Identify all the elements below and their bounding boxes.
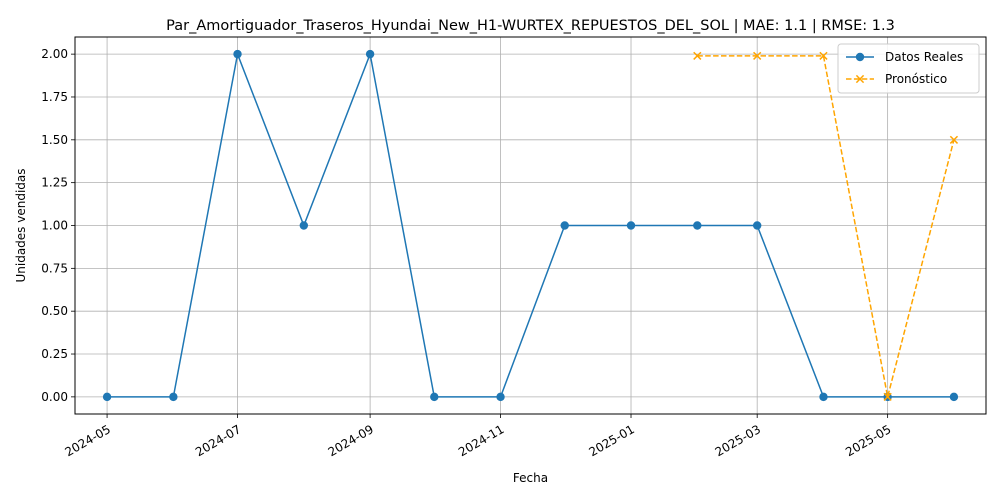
y-axis-ticks: 0.00 0.25 0.50 0.75 1.00 1.25 1.50 1.75 2.00 xyxy=(41,47,75,404)
y-tick-label: 2.00 xyxy=(41,47,68,61)
y-tick-label: 1.75 xyxy=(41,90,68,104)
chart-title: Par_Amortiguador_Traseros_Hyundai_New_H1… xyxy=(166,18,895,34)
y-tick-label: 0.00 xyxy=(41,390,68,404)
x-tick-label: 2024-07 xyxy=(193,422,243,459)
series-line-0 xyxy=(107,51,954,398)
y-tick-label: 1.00 xyxy=(41,219,68,233)
data-point xyxy=(169,392,178,402)
data-point xyxy=(819,392,828,402)
forecast-point xyxy=(883,392,892,401)
forecast-point xyxy=(753,51,762,60)
data-point xyxy=(752,221,762,230)
forecast-point xyxy=(949,135,959,144)
y-tick-label: 0.75 xyxy=(41,261,68,275)
y-tick-label: 0.50 xyxy=(41,304,68,318)
data-point xyxy=(233,49,242,59)
data-point xyxy=(365,49,375,59)
x-axis-label: Fecha xyxy=(513,471,548,485)
forecast-point xyxy=(819,51,828,60)
legend-label-0: Datos Reales xyxy=(885,50,963,64)
legend-marker xyxy=(855,74,865,84)
y-tick-label: 1.25 xyxy=(41,176,68,190)
data-point xyxy=(430,392,439,402)
data-point xyxy=(693,221,702,230)
legend: Datos Reales Pronóstico xyxy=(837,43,980,94)
x-tick-label: 2024-11 xyxy=(456,422,506,459)
data-point xyxy=(299,221,309,230)
y-tick-label: 1.50 xyxy=(41,133,68,147)
x-tick-label: 2024-09 xyxy=(326,422,376,459)
data-point xyxy=(102,392,112,402)
series-line-1 xyxy=(697,55,955,398)
x-tick-label: 2024-05 xyxy=(63,422,113,459)
x-tick-label: 2025-03 xyxy=(713,422,763,459)
x-tick-label: 2025-01 xyxy=(586,422,636,459)
x-tick-label: 2025-05 xyxy=(843,422,893,459)
data-point xyxy=(496,392,505,402)
x-axis-ticks: 2024-05 2024-07 2024-09 2024-11 2025-01 2025-… xyxy=(63,414,894,459)
data-point xyxy=(626,221,636,230)
grid-lines xyxy=(75,37,986,414)
data-point xyxy=(949,392,959,402)
y-tick-label: 0.25 xyxy=(41,347,68,361)
y-axis-label: Unidades vendidas xyxy=(14,168,28,282)
series-layer xyxy=(102,49,959,402)
legend-label-1: Pronóstico xyxy=(885,72,947,86)
legend-marker xyxy=(855,52,865,62)
data-point xyxy=(560,221,569,230)
forecast-point xyxy=(693,51,702,60)
